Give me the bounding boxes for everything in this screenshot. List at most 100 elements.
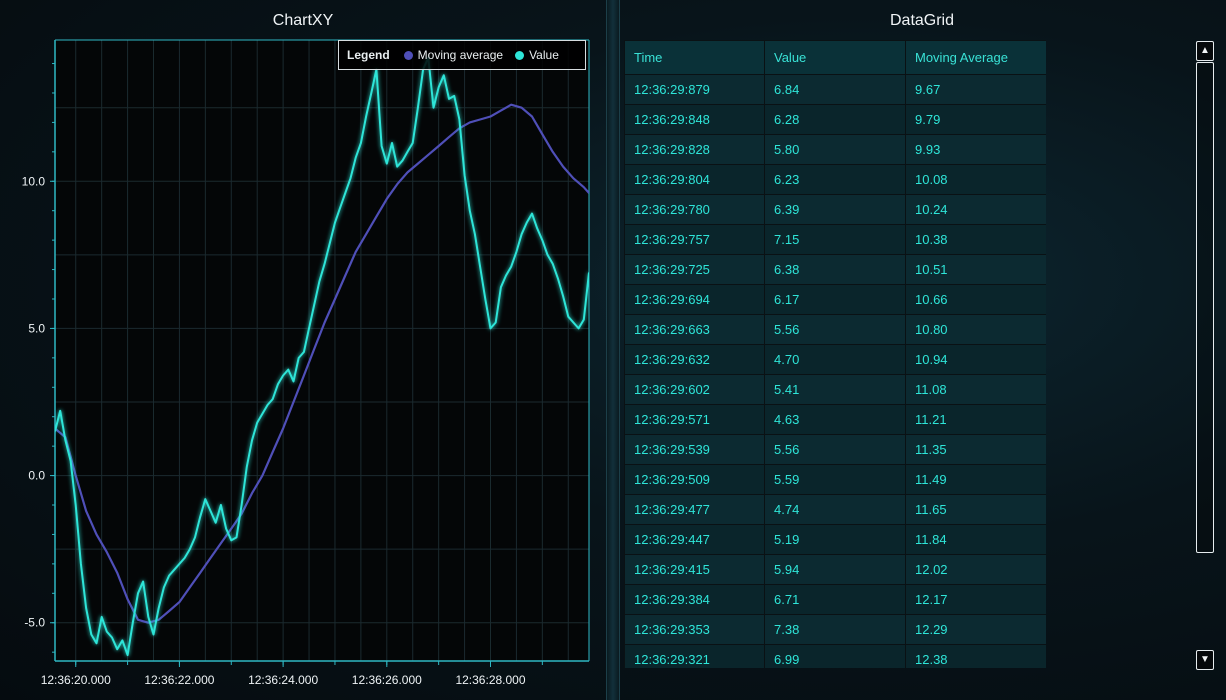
cell-moving-average: 12.29 (905, 614, 1046, 645)
cell-moving-average: 9.79 (905, 104, 1046, 135)
table-row[interactable]: 12:36:29:804 6.23 10.08 (624, 164, 1046, 195)
value-series-line (55, 56, 589, 657)
cell-time: 12:36:29:384 (624, 584, 765, 615)
chart-legend: Legend Moving average Value (338, 40, 586, 70)
table-row[interactable]: 12:36:29:509 5.59 11.49 (624, 464, 1046, 495)
legend-heading: Legend (347, 48, 390, 62)
cell-value: 6.23 (764, 164, 906, 195)
cell-time: 12:36:29:780 (624, 194, 765, 225)
cell-value: 6.17 (764, 284, 906, 315)
cell-time: 12:36:29:828 (624, 134, 765, 165)
cell-time: 12:36:29:694 (624, 284, 765, 315)
cell-moving-average: 10.66 (905, 284, 1046, 315)
cell-value: 5.56 (764, 434, 906, 465)
y-tick-label: 10.0 (22, 174, 46, 188)
table-row[interactable]: 12:36:29:632 4.70 10.94 (624, 344, 1046, 375)
column-header-moving-average[interactable]: Moving Average (905, 40, 1046, 75)
cell-moving-average: 10.38 (905, 224, 1046, 255)
table-row[interactable]: 12:36:29:828 5.80 9.93 (624, 134, 1046, 165)
cell-moving-average: 9.93 (905, 134, 1046, 165)
cell-time: 12:36:29:353 (624, 614, 765, 645)
column-header-time[interactable]: Time (624, 40, 765, 75)
cell-moving-average: 10.94 (905, 344, 1046, 375)
cell-time: 12:36:29:663 (624, 314, 765, 345)
x-tick-label: 12:36:26.000 (352, 673, 422, 687)
cell-value: 7.38 (764, 614, 906, 645)
table-row[interactable]: 12:36:29:477 4.74 11.65 (624, 494, 1046, 525)
x-tick-label: 12:36:24.000 (248, 673, 318, 687)
chart-xy[interactable]: -5.0 0.0 5.0 10.0 12:36:20.000 12:36:22.000 12… (0, 0, 606, 700)
cell-value: 6.39 (764, 194, 906, 225)
table-row[interactable]: 12:36:29:780 6.39 10.24 (624, 194, 1046, 225)
table-row[interactable]: 12:36:29:447 5.19 11.84 (624, 524, 1046, 555)
cell-value: 6.71 (764, 584, 906, 615)
x-tick-label: 12:36:20.000 (41, 673, 111, 687)
datagrid[interactable]: Time Value Moving Average 12:36:29:879 6.… (624, 40, 1046, 668)
cell-value: 5.59 (764, 464, 906, 495)
cell-value: 5.94 (764, 554, 906, 585)
cell-time: 12:36:29:539 (624, 434, 765, 465)
panel-divider[interactable] (606, 0, 620, 700)
cell-moving-average: 11.65 (905, 494, 1046, 525)
table-row[interactable]: 12:36:29:663 5.56 10.80 (624, 314, 1046, 345)
table-row[interactable]: 12:36:29:539 5.56 11.35 (624, 434, 1046, 465)
datagrid-table: Time Value Moving Average 12:36:29:879 6.… (624, 40, 1046, 668)
table-row[interactable]: 12:36:29:725 6.38 10.51 (624, 254, 1046, 285)
table-row[interactable]: 12:36:29:415 5.94 12.02 (624, 554, 1046, 585)
cell-time: 12:36:29:632 (624, 344, 765, 375)
cell-value: 5.41 (764, 374, 906, 405)
cell-moving-average: 11.08 (905, 374, 1046, 405)
table-row[interactable]: 12:36:29:571 4.63 11.21 (624, 404, 1046, 435)
header-row: Time Value Moving Average (624, 40, 1046, 75)
y-tick-label: 5.0 (28, 321, 45, 335)
cell-time: 12:36:29:602 (624, 374, 765, 405)
legend-label: Moving average (417, 48, 504, 62)
cell-moving-average: 11.21 (905, 404, 1046, 435)
cell-moving-average: 10.80 (905, 314, 1046, 345)
x-tick-label: 12:36:28.000 (455, 673, 525, 687)
cell-value: 4.74 (764, 494, 906, 525)
scroll-up-button[interactable]: ▲ (1196, 41, 1214, 61)
y-tick-label: 0.0 (28, 469, 45, 483)
plot-area (55, 40, 589, 661)
column-header-value[interactable]: Value (764, 40, 906, 75)
cell-moving-average: 12.02 (905, 554, 1046, 585)
scrollbar-thumb[interactable] (1196, 62, 1214, 553)
table-row[interactable]: 12:36:29:353 7.38 12.29 (624, 614, 1046, 645)
cell-moving-average: 12.17 (905, 584, 1046, 615)
datagrid-title: DataGrid (889, 12, 955, 29)
x-tick-label: 12:36:22.000 (144, 673, 214, 687)
chart-title: ChartXY (272, 12, 334, 29)
cell-value: 6.28 (764, 104, 906, 135)
cell-time: 12:36:29:447 (624, 524, 765, 555)
cell-time: 12:36:29:879 (624, 74, 765, 105)
value-swatch-icon (515, 50, 525, 60)
cell-value: 5.80 (764, 134, 906, 165)
table-row[interactable]: 12:36:29:384 6.71 12.17 (624, 584, 1046, 615)
cell-time: 12:36:29:757 (624, 224, 765, 255)
cell-time: 12:36:29:509 (624, 464, 765, 495)
table-row[interactable]: 12:36:29:757 7.15 10.38 (624, 224, 1046, 255)
cell-time: 12:36:29:804 (624, 164, 765, 195)
table-row[interactable]: 12:36:29:602 5.41 11.08 (624, 374, 1046, 405)
legend-entry-moving-average[interactable]: Moving average (403, 48, 504, 62)
legend-entry-value[interactable]: Value (515, 48, 559, 62)
cell-value: 4.70 (764, 344, 906, 375)
cell-value: 4.63 (764, 404, 906, 435)
cell-value: 7.15 (764, 224, 906, 255)
table-row[interactable]: 12:36:29:321 6.99 12.38 (624, 644, 1046, 668)
y-tick-label: -5.0 (24, 616, 45, 630)
table-row[interactable]: 12:36:29:694 6.17 10.66 (624, 284, 1046, 315)
table-row[interactable]: 12:36:29:848 6.28 9.79 (624, 104, 1046, 135)
table-row[interactable]: 12:36:29:879 6.84 9.67 (624, 74, 1046, 105)
cell-time: 12:36:29:415 (624, 554, 765, 585)
moving-average-series-line (55, 103, 589, 624)
cell-moving-average: 9.67 (905, 74, 1046, 105)
cell-moving-average: 10.24 (905, 194, 1046, 225)
cell-value: 6.99 (764, 644, 906, 668)
cell-value: 6.84 (764, 74, 906, 105)
cell-moving-average: 11.84 (905, 524, 1046, 555)
cell-value: 6.38 (764, 254, 906, 285)
cell-time: 12:36:29:725 (624, 254, 765, 285)
scroll-down-button[interactable]: ▼ (1196, 650, 1214, 670)
